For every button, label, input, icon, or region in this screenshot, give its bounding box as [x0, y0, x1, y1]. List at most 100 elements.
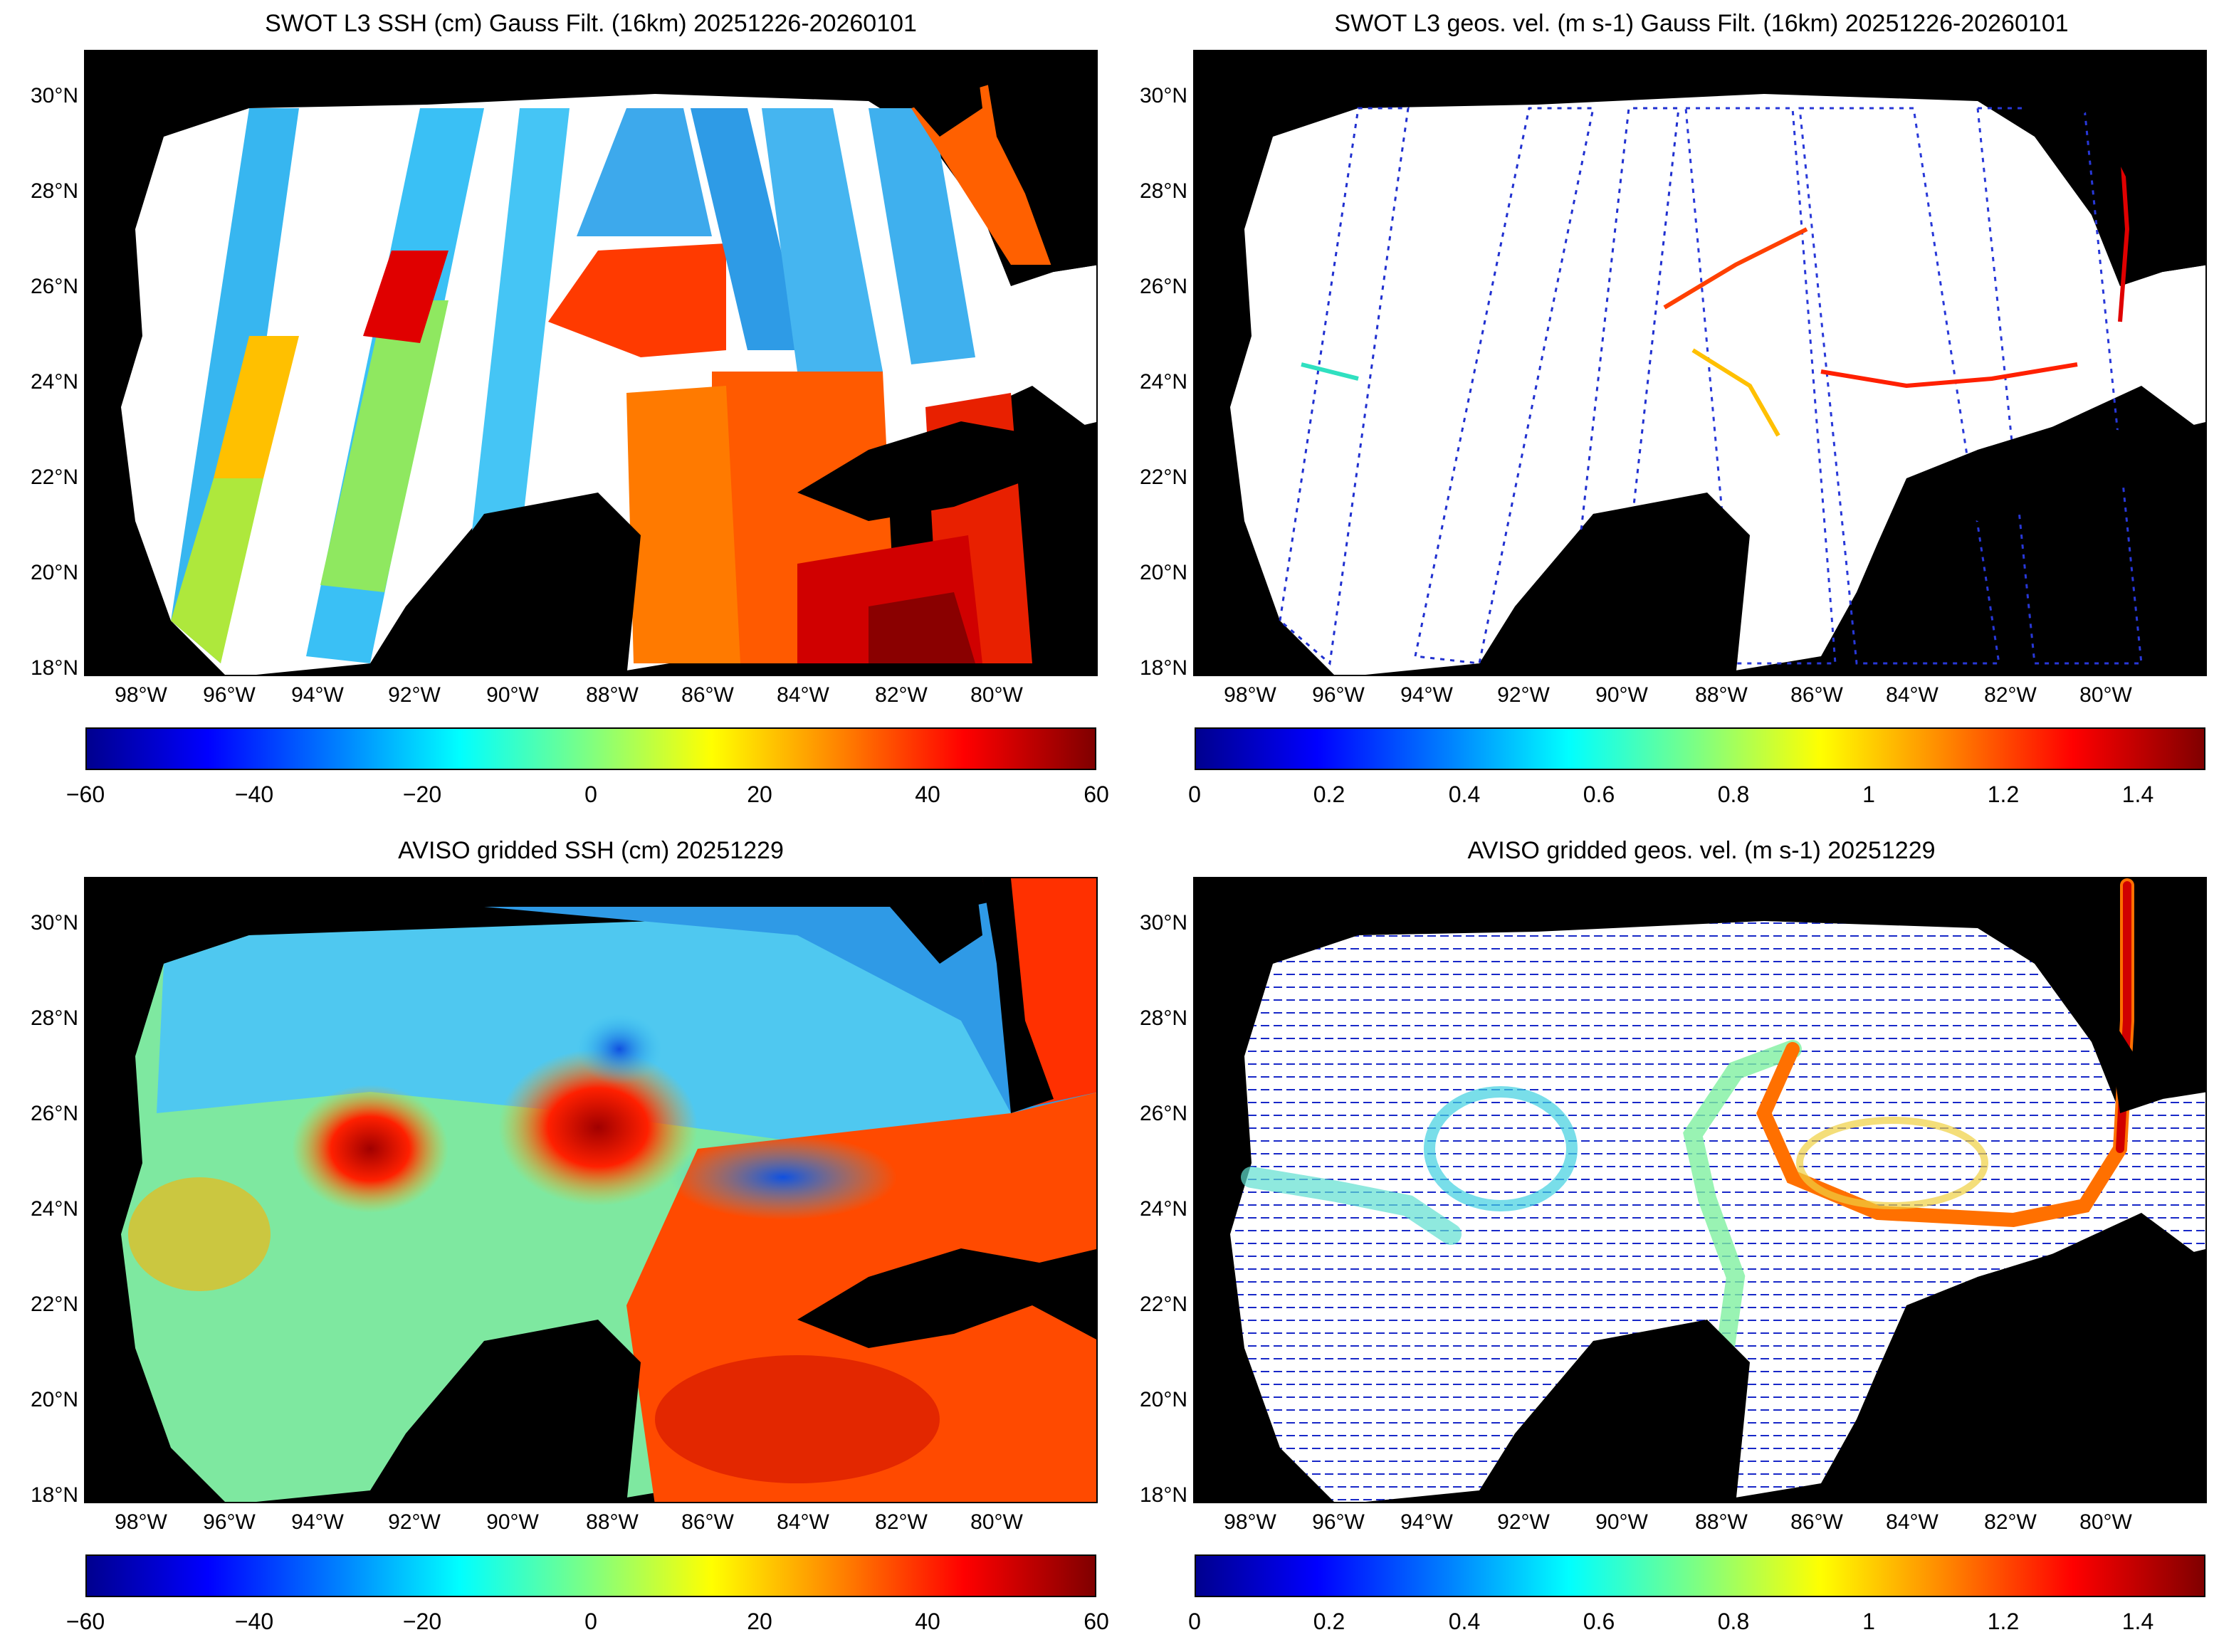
- lat-tick: 30°N: [30, 84, 78, 107]
- lat-tick: 30°N: [30, 911, 78, 935]
- lat-tick: 24°N: [30, 1197, 78, 1221]
- lat-tick: 26°N: [1139, 275, 1187, 298]
- lon-tick: 96°W: [203, 1510, 256, 1534]
- lon-tick: 90°W: [1595, 1510, 1648, 1534]
- lat-tick: 28°N: [30, 1006, 78, 1030]
- colorbar-aviso-ssh: [85, 1554, 1096, 1597]
- map-swot-vel: [1193, 50, 2207, 676]
- lon-tick: 84°W: [777, 1510, 829, 1534]
- colorbar-tick: 0: [584, 782, 597, 807]
- lat-tick: 24°N: [1139, 370, 1187, 394]
- colorbar-tick: 0.4: [1448, 1609, 1481, 1634]
- colorbar-tick: 20: [747, 782, 772, 807]
- lat-tick: 26°N: [1139, 1102, 1187, 1125]
- colorbar-swot-vel: [1195, 727, 2205, 770]
- lon-tick: 98°W: [115, 1510, 167, 1534]
- lon-tick: 92°W: [1497, 683, 1550, 707]
- lat-tick: 30°N: [1139, 84, 1187, 107]
- colorbar-tick: −40: [234, 782, 274, 807]
- colorbar-swot-ssh: [85, 727, 1096, 770]
- lon-tick: 90°W: [486, 683, 539, 707]
- colorbar-tick: 40: [915, 782, 940, 807]
- lat-tick: 28°N: [30, 179, 78, 203]
- lat-tick: 20°N: [1139, 1388, 1187, 1411]
- map-swot-ssh: [84, 50, 1098, 676]
- colorbar-tick: 1.2: [1987, 1609, 2020, 1634]
- lat-tick: 20°N: [30, 561, 78, 584]
- lat-tick: 22°N: [30, 1293, 78, 1316]
- lat-tick: 20°N: [30, 1388, 78, 1411]
- colorbar-tick: 0.8: [1717, 1609, 1750, 1634]
- colorbar-aviso-vel: [1195, 1554, 2205, 1597]
- colorbar-tick: 0.6: [1583, 782, 1615, 807]
- lon-tick: 80°W: [970, 1510, 1023, 1534]
- lat-tick: 18°N: [1139, 656, 1187, 680]
- colorbar-tick: −20: [402, 1609, 442, 1634]
- colorbar-tick: −60: [65, 782, 105, 807]
- colorbar-tick: 1.4: [2121, 1609, 2154, 1634]
- velocity-field-aviso: [1195, 878, 2205, 1502]
- colorbar-tick: 1.4: [2121, 782, 2154, 807]
- colorbar-tick: −60: [65, 1609, 105, 1634]
- lat-tick: 30°N: [1139, 911, 1187, 935]
- lon-tick: 88°W: [586, 683, 639, 707]
- lon-tick: 88°W: [586, 1510, 639, 1534]
- lon-tick: 96°W: [203, 683, 256, 707]
- lon-tick: 86°W: [1790, 683, 1843, 707]
- colorbar-tick: 0.2: [1313, 782, 1345, 807]
- lon-tick: 90°W: [486, 1510, 539, 1534]
- lon-tick: 82°W: [875, 683, 928, 707]
- lon-tick: 90°W: [1595, 683, 1648, 707]
- colorbar-tick: 60: [1084, 782, 1109, 807]
- lon-tick: 92°W: [388, 683, 441, 707]
- lon-tick: 92°W: [1497, 1510, 1550, 1534]
- lon-tick: 82°W: [875, 1510, 928, 1534]
- lat-tick: 22°N: [30, 465, 78, 489]
- velocity-field-swot: [1195, 51, 2205, 675]
- lat-tick: 26°N: [30, 1102, 78, 1125]
- lon-tick: 86°W: [681, 683, 734, 707]
- lon-tick: 84°W: [1886, 1510, 1938, 1534]
- colorbar-tick: 0.8: [1717, 782, 1750, 807]
- panel-title-swot-vel: SWOT L3 geos. vel. (m s-1) Gauss Filt. (…: [1334, 10, 2069, 37]
- map-aviso-ssh: [84, 877, 1098, 1503]
- lon-tick: 88°W: [1695, 1510, 1748, 1534]
- lon-tick: 84°W: [777, 683, 829, 707]
- lon-tick: 80°W: [2079, 1510, 2132, 1534]
- map-aviso-vel: [1193, 877, 2207, 1503]
- colorbar-tick: 0: [1188, 782, 1201, 807]
- lon-tick: 96°W: [1312, 1510, 1365, 1534]
- lat-tick: 22°N: [1139, 465, 1187, 489]
- lon-tick: 82°W: [1984, 1510, 2037, 1534]
- colorbar-tick: 1: [1862, 782, 1875, 807]
- lon-tick: 88°W: [1695, 683, 1748, 707]
- colorbar-tick: 1: [1862, 1609, 1875, 1634]
- ssh-field-aviso: [85, 878, 1096, 1502]
- colorbar-tick: 0.2: [1313, 1609, 1345, 1634]
- colorbar-tick: −20: [402, 782, 442, 807]
- lat-tick: 24°N: [30, 370, 78, 394]
- lon-tick: 94°W: [1400, 1510, 1453, 1534]
- lon-tick: 80°W: [970, 683, 1023, 707]
- lon-tick: 84°W: [1886, 683, 1938, 707]
- lon-tick: 86°W: [681, 1510, 734, 1534]
- lon-tick: 86°W: [1790, 1510, 1843, 1534]
- colorbar-tick: 40: [915, 1609, 940, 1634]
- lat-tick: 24°N: [1139, 1197, 1187, 1221]
- colorbar-tick: −40: [234, 1609, 274, 1634]
- lat-tick: 18°N: [30, 656, 78, 680]
- lon-tick: 94°W: [291, 1510, 344, 1534]
- lat-tick: 18°N: [30, 1483, 78, 1507]
- lon-tick: 96°W: [1312, 683, 1365, 707]
- panel-title-aviso-ssh: AVISO gridded SSH (cm) 20251229: [398, 837, 784, 864]
- lat-tick: 28°N: [1139, 179, 1187, 203]
- lat-tick: 22°N: [1139, 1293, 1187, 1316]
- lon-tick: 92°W: [388, 1510, 441, 1534]
- colorbar-tick: 60: [1084, 1609, 1109, 1634]
- colorbar-tick: 0: [1188, 1609, 1201, 1634]
- lat-tick: 26°N: [30, 275, 78, 298]
- lat-tick: 20°N: [1139, 561, 1187, 584]
- lon-tick: 98°W: [1224, 683, 1276, 707]
- colorbar-tick: 0.6: [1583, 1609, 1615, 1634]
- colorbar-tick: 20: [747, 1609, 772, 1634]
